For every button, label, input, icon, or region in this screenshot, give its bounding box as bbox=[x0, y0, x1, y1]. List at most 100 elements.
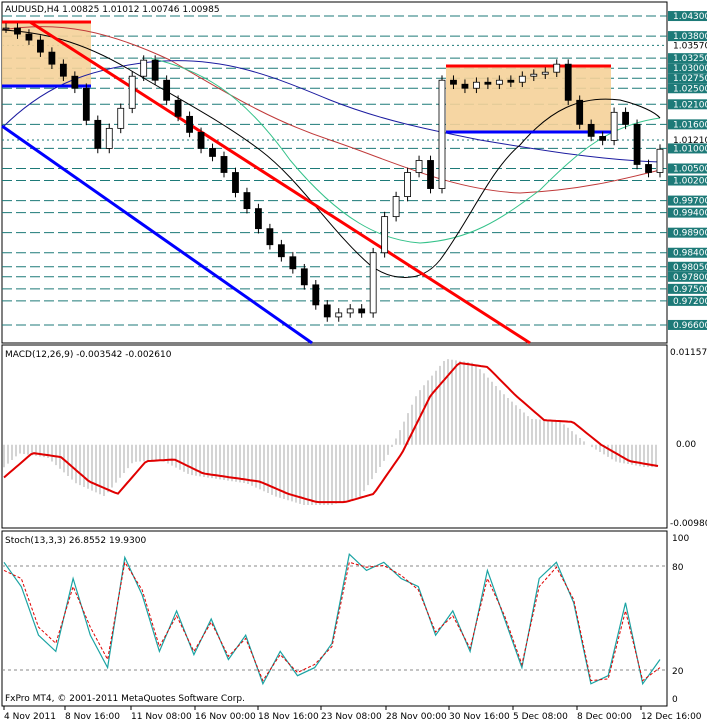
candle-body bbox=[610, 111, 618, 141]
macd-signal-line bbox=[3, 361, 659, 504]
time-axis-label: 16 Nov 00:00 bbox=[195, 712, 256, 722]
candle-body bbox=[587, 123, 595, 137]
time-axis-label: 5 Dec 08:00 bbox=[513, 712, 568, 722]
time-axis-label: 8 Dec 00:00 bbox=[577, 712, 632, 722]
price-label-bg bbox=[668, 175, 707, 186]
candle-body bbox=[94, 119, 102, 149]
price-axis-label: 1.02750 bbox=[673, 74, 707, 84]
candle-body bbox=[346, 308, 354, 314]
stoch-main-line bbox=[3, 553, 661, 686]
price-axis-label: 0.97500 bbox=[673, 285, 707, 295]
candle-body bbox=[484, 81, 492, 85]
price-label-bg bbox=[668, 271, 707, 282]
candle-body bbox=[553, 63, 561, 73]
candle-body bbox=[335, 312, 343, 318]
candle-body bbox=[277, 244, 285, 258]
candle-body bbox=[507, 79, 515, 83]
time-axis-label: 18 Nov 16:00 bbox=[258, 712, 319, 722]
price-label-bg bbox=[668, 319, 707, 330]
price-axis-label: 0.99700 bbox=[673, 197, 707, 207]
candle-body bbox=[518, 75, 526, 83]
macd-panel[interactable]: MACD(12,26,9) -0.003542 -0.002610 0.0115… bbox=[1, 344, 707, 529]
price-label-bg bbox=[668, 99, 707, 110]
price-label-bg bbox=[668, 261, 707, 272]
price-axis-label: 0.96600 bbox=[673, 321, 707, 331]
consolidation-box-right bbox=[446, 66, 611, 132]
price-label-bg bbox=[668, 163, 707, 174]
candle-body bbox=[197, 131, 205, 149]
macd-title: MACD(12,26,9) -0.003542 -0.002610 bbox=[5, 350, 172, 360]
price-axis-label: 1.01210 bbox=[673, 136, 707, 146]
candle-body bbox=[404, 172, 411, 197]
candle-body bbox=[71, 75, 79, 89]
candle-body bbox=[163, 79, 171, 101]
candle-body bbox=[186, 115, 193, 133]
candle-body bbox=[220, 156, 228, 173]
price-axis-label: 0.97200 bbox=[673, 297, 707, 307]
candle-body bbox=[541, 71, 549, 75]
trendline-red-descending[interactable] bbox=[29, 20, 531, 345]
ma-red-line bbox=[1, 26, 661, 194]
candle-body bbox=[438, 79, 446, 189]
price-label-bg bbox=[668, 31, 707, 42]
candle-body bbox=[140, 59, 148, 77]
price-label-bg bbox=[668, 119, 707, 130]
candle-body bbox=[369, 252, 377, 314]
macd-label-bottom: -0.009800 bbox=[670, 519, 707, 529]
macd-label-top: 0.011573 bbox=[670, 348, 707, 358]
candle-body bbox=[381, 216, 389, 254]
candle-body bbox=[255, 208, 262, 230]
candle-body bbox=[59, 63, 67, 77]
macd-panel-frame bbox=[1, 344, 668, 529]
price-label-bg bbox=[668, 247, 707, 258]
candle-body bbox=[209, 148, 216, 157]
candle-body bbox=[633, 123, 641, 165]
stoch-panel[interactable]: Stoch(13,3,3) 26.8552 19.9300 100 80 20 … bbox=[1, 530, 689, 707]
price-axis-label: 0.99400 bbox=[673, 209, 707, 219]
stoch-signal-line bbox=[3, 560, 661, 682]
time-axis-label: 4 Nov 2011 bbox=[4, 712, 56, 722]
price-panel[interactable]: AUDUSD,H4 1.00825 1.01012 1.00746 1.0098… bbox=[1, 1, 707, 345]
ma-blue-line bbox=[1, 60, 661, 163]
price-label-bg bbox=[668, 73, 707, 84]
candle-body bbox=[576, 99, 584, 125]
price-label-bg bbox=[668, 195, 707, 206]
candle-body bbox=[495, 79, 503, 85]
time-axis-label: 8 Nov 16:00 bbox=[65, 712, 120, 722]
candle-body bbox=[300, 268, 308, 286]
price-panel-frame bbox=[1, 1, 668, 344]
price-axis-label: 1.03570 bbox=[673, 41, 707, 51]
candle-body bbox=[473, 81, 480, 89]
time-axis-label: 12 Dec 16:00 bbox=[641, 712, 702, 722]
candle-body bbox=[622, 111, 629, 125]
candle-body bbox=[312, 284, 320, 306]
candle-body bbox=[128, 75, 136, 109]
stoch-label-0: 0 bbox=[672, 695, 678, 705]
time-axis-label: 23 Nov 08:00 bbox=[321, 712, 382, 722]
candle-body bbox=[232, 172, 239, 193]
ma-black-line bbox=[1, 29, 661, 278]
candle-body bbox=[289, 256, 297, 270]
price-candles bbox=[2, 23, 664, 322]
candle-body bbox=[415, 160, 423, 173]
candle-body bbox=[599, 135, 607, 141]
price-axis-label: 0.98050 bbox=[673, 263, 707, 273]
price-axis-label: 1.01600 bbox=[673, 120, 707, 130]
stoch-title: Stoch(13,3,3) 26.8552 19.9300 bbox=[5, 536, 146, 546]
macd-label-zero: 0.00 bbox=[676, 440, 696, 450]
candle-body bbox=[82, 87, 90, 121]
channel-line-blue[interactable] bbox=[1, 124, 313, 345]
candle-body bbox=[392, 196, 400, 218]
price-axis-label: 1.02100 bbox=[673, 100, 707, 110]
stoch-label-80: 80 bbox=[672, 563, 684, 573]
price-axis-label: 1.00500 bbox=[673, 164, 707, 174]
candle-body bbox=[266, 228, 274, 246]
time-axis-label: 11 Nov 08:00 bbox=[131, 712, 192, 722]
candle-body bbox=[174, 99, 182, 117]
price-label-bg bbox=[668, 63, 707, 74]
price-axis-label: 1.04300 bbox=[673, 12, 707, 22]
time-axis-label: 28 Nov 00:00 bbox=[386, 712, 447, 722]
ma-green-line bbox=[149, 57, 661, 244]
price-label-bg bbox=[668, 295, 707, 306]
